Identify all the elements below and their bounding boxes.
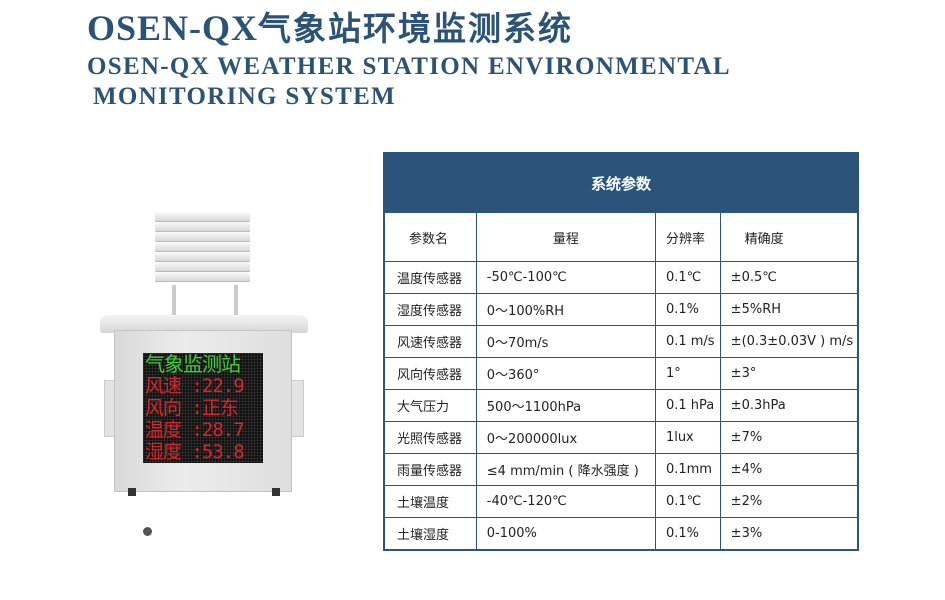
weather-station-image: 气象监测站 风速 :22.9 风向 :正东 温度 :28.7 湿度 :53.8: [100, 210, 310, 536]
led-display: 气象监测站 风速 :22.9 风向 :正东 温度 :28.7 湿度 :53.8: [143, 353, 263, 463]
table-cell: 0～100%RH: [475, 293, 656, 326]
shield-fin: [155, 272, 250, 282]
subtitle-line1: OSEN-QX WEATHER STATION ENVIRONMENTAL: [87, 53, 731, 80]
title-chinese: 气象站环境监测系统: [258, 9, 574, 48]
table-cell: 0～200000lux: [475, 421, 656, 454]
table-cell: 土壤湿度: [383, 517, 477, 551]
shield-fin: [155, 212, 250, 222]
table-title: 系统参数: [384, 153, 858, 213]
table-cell: ≤4 mm/min ( 降水强度 ): [475, 453, 656, 486]
shield-fin: [155, 262, 250, 272]
table-cell: 0～70m/s: [475, 325, 656, 358]
table-cell: 大气压力: [383, 389, 477, 422]
shield-fin: [155, 252, 250, 262]
enclosure-roof: [100, 315, 308, 333]
table-cell: 风速传感器: [383, 325, 477, 358]
side-panel: [290, 380, 304, 437]
table-cell: ±3°: [719, 357, 859, 390]
table-cell: ±7%: [719, 421, 859, 454]
table-row: 风向传感器 0～360° 1° ±3°: [383, 357, 859, 390]
table-cell: 0.1mm: [654, 453, 721, 486]
table-cell: 1lux: [654, 421, 721, 454]
table-cell: 500～1100hPa: [475, 389, 656, 422]
table-row: 温度传感器 -50℃-100℃ 0.1℃ ±0.5℃: [383, 261, 859, 294]
subtitle-line2: MONITORING SYSTEM: [93, 83, 396, 110]
mount-bracket: [172, 285, 238, 323]
table-cell: 0～360°: [475, 357, 656, 390]
table-row: 湿度传感器 0～100%RH 0.1% ±5%RH: [383, 293, 859, 326]
led-line: 温度 :28.7: [145, 419, 245, 441]
table-cell: 风向传感器: [383, 357, 477, 390]
table-cell: -50℃-100℃: [475, 261, 656, 294]
table-cell: ±0.5℃: [719, 261, 859, 294]
table-row: 风速传感器 0～70m/s 0.1 m/s ±(0.3±0.03V ) m/s: [383, 325, 859, 358]
table-cell: ±0.3hPa: [719, 389, 859, 422]
table-row: 土壤温度 -40℃-120℃ 0.1℃ ±2%: [383, 485, 859, 518]
table-cell: ±(0.3±0.03V ) m/s: [719, 325, 859, 358]
table-row: 光照传感器 0～200000lux 1lux ±7%: [383, 421, 859, 454]
table-cell: -40℃-120℃: [475, 485, 656, 518]
table-cell: ±2%: [719, 485, 859, 518]
lock-icon: [143, 527, 152, 536]
column-header: 量程: [475, 212, 656, 262]
table-cell: 温度传感器: [383, 261, 477, 294]
table-cell: 0.1 m/s: [654, 325, 721, 358]
system-parameters-table: 系统参数 参数名 量程 分辨率 精确度 温度传感器 -50℃-100℃ 0.1℃ ±0…: [383, 152, 859, 551]
led-line: 风速 :22.9: [145, 375, 245, 397]
shield-fin: [155, 232, 250, 242]
table-cell: ±5%RH: [719, 293, 859, 326]
table-cell: 0.1℃: [654, 261, 721, 294]
table-row: 雨量传感器 ≤4 mm/min ( 降水强度 ) 0.1mm ±4%: [383, 453, 859, 486]
led-line: 气象监测站: [145, 352, 241, 376]
table-cell: ±4%: [719, 453, 859, 486]
column-header: 分辨率: [654, 212, 721, 262]
foot: [272, 488, 280, 496]
foot: [128, 488, 136, 496]
table-row: 大气压力 500～1100hPa 0.1 hPa ±0.3hPa: [383, 389, 859, 422]
title-prefix: OSEN-QX: [87, 8, 259, 48]
table-cell: 0.1%: [654, 517, 721, 551]
table-cell: 1°: [654, 357, 721, 390]
led-line: 风向 :正东: [145, 397, 239, 419]
led-line: 湿度 :53.8: [145, 441, 245, 463]
shield-fin: [155, 242, 250, 252]
column-header-row: 参数名 量程 分辨率 精确度: [383, 212, 859, 262]
column-header: 参数名: [383, 212, 477, 262]
table-cell: 0.1℃: [654, 485, 721, 518]
table-cell: ±3%: [719, 517, 859, 551]
table-cell: 0-100%: [475, 517, 656, 551]
table-cell: 光照传感器: [383, 421, 477, 454]
page-title: OSEN-QX气象站环境监测系统: [87, 2, 573, 50]
table-row: 土壤湿度 0-100% 0.1% ±3%: [383, 517, 859, 551]
table-cell: 0.1 hPa: [654, 389, 721, 422]
shield-fin: [155, 222, 250, 232]
table-cell: 土壤温度: [383, 485, 477, 518]
table-cell: 湿度传感器: [383, 293, 477, 326]
table-cell: 雨量传感器: [383, 453, 477, 486]
radiation-shield: [155, 212, 250, 287]
column-header: 精确度: [719, 212, 859, 262]
table-cell: 0.1%: [654, 293, 721, 326]
